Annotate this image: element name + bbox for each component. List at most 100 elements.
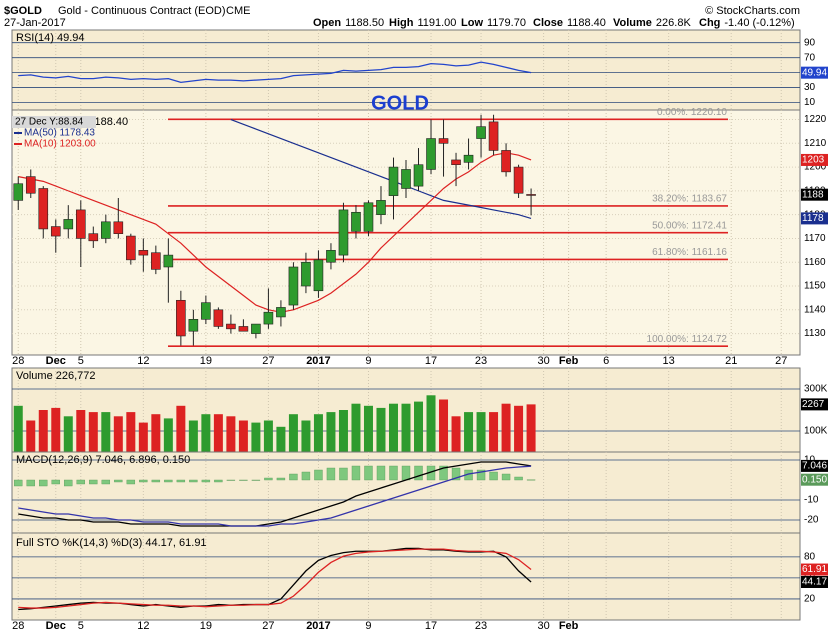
volume-bar	[451, 416, 461, 452]
y-tick-label: 1220	[804, 114, 827, 125]
histogram-bar	[414, 465, 423, 481]
volume-bar	[176, 405, 186, 452]
volume-bar	[376, 407, 386, 452]
y-tick-label: 90	[804, 37, 816, 48]
quote: Volume 226.8K	[613, 17, 691, 29]
candle-body	[138, 250, 149, 256]
histogram-bar	[526, 479, 536, 481]
fib-label: 0.00%: 1220.10	[657, 107, 727, 118]
candle-body	[301, 261, 311, 287]
volume-bar	[263, 420, 273, 452]
value-box	[801, 66, 828, 79]
volume-bar	[188, 420, 198, 452]
volume-bar	[301, 420, 311, 452]
volume-bar	[251, 422, 261, 452]
candle-body	[101, 221, 111, 239]
x-tick-label: 19	[200, 620, 212, 632]
candle-body	[38, 188, 49, 230]
volume-bar	[288, 414, 298, 452]
quote-value: -1.40 (-0.12%)	[724, 17, 794, 29]
histogram-bar	[176, 479, 186, 483]
value-box	[801, 575, 828, 588]
y-tick-label: 80	[804, 551, 816, 562]
volume-bar	[351, 403, 361, 452]
histogram-bar	[314, 469, 323, 481]
date: 27-Jan-2017	[4, 17, 66, 29]
value-box-label: 44.17	[802, 577, 827, 588]
y-tick-label: 1130	[804, 328, 826, 339]
histogram-bar	[514, 476, 523, 481]
y-tick-label: -20	[804, 515, 819, 526]
x-tick-label: 30	[537, 355, 549, 367]
value-box	[801, 153, 828, 166]
candle-body	[75, 209, 86, 239]
volume-bar	[238, 420, 248, 452]
histogram-bar	[76, 479, 85, 485]
volume-bar	[138, 422, 148, 452]
y-tick-label: 10	[804, 97, 816, 108]
value-box	[801, 398, 828, 411]
histogram-bar	[439, 465, 448, 481]
histogram-bar	[214, 479, 223, 483]
x-tick-label: 6	[603, 355, 609, 367]
histogram-bar	[14, 479, 23, 487]
value-box-label: 7.046	[802, 461, 827, 472]
candle-body	[338, 209, 349, 256]
line	[18, 461, 532, 527]
quote: High 1191.00	[389, 17, 456, 29]
x-tick-label: 19	[200, 355, 212, 367]
candle-body	[513, 166, 524, 194]
line	[230, 118, 532, 219]
histogram-bar	[189, 479, 198, 483]
ma-legend: MA(50) 1178.43	[24, 128, 95, 139]
copyright: © StockCharts.com	[705, 5, 800, 17]
volume-bar	[439, 399, 449, 452]
candle-body	[326, 250, 336, 263]
value-box-label: 1178	[802, 213, 824, 224]
histogram-bar	[476, 469, 486, 481]
y-tick-label: 1210	[804, 138, 827, 149]
value-box	[801, 212, 828, 225]
volume-bar	[426, 395, 436, 452]
x-tick-label: 5	[78, 620, 84, 632]
candle-body	[263, 311, 274, 325]
x-tick-label: 28	[12, 620, 24, 632]
value-box	[801, 473, 828, 486]
volume-bar	[326, 412, 336, 452]
y-tick-label: 70	[804, 52, 816, 63]
y-tick-label: 1140	[804, 304, 826, 315]
candle-body	[488, 121, 499, 151]
tooltip-text: 27 Dec Y:88.84	[15, 117, 84, 128]
quote-label: Volume	[613, 17, 652, 29]
volume-bar	[414, 401, 424, 452]
candle-body	[363, 202, 374, 232]
candle-body	[501, 150, 511, 173]
value-box	[801, 188, 828, 201]
volume-bar	[526, 404, 536, 452]
y-tick-label: 30	[804, 82, 816, 93]
histogram-bar	[251, 479, 261, 481]
histogram-bar	[101, 479, 111, 485]
fib-label: 100.00%: 1124.72	[647, 334, 728, 345]
histogram-bar	[376, 465, 386, 481]
histogram-bar	[126, 479, 136, 485]
volume-bar	[276, 426, 286, 452]
candle-body	[151, 252, 161, 270]
tooltip	[12, 116, 96, 128]
y-tick-label: 300K	[804, 384, 828, 395]
x-tick-label: Feb	[559, 355, 579, 367]
value-box-label: 0.150	[802, 474, 827, 485]
quote-value: 1188.40	[567, 17, 606, 29]
value-box-label: 1203	[802, 155, 825, 166]
volume-bar	[489, 412, 499, 452]
candle-body	[451, 159, 461, 166]
y-tick-label: 20	[804, 594, 816, 605]
candle-body	[313, 259, 324, 292]
value-box-label: 49.94	[802, 67, 827, 78]
histogram-bar	[26, 479, 35, 487]
quote: Low 1179.70	[461, 17, 526, 29]
x-tick-label: 12	[137, 620, 149, 632]
panel	[11, 451, 801, 534]
histogram-bar	[289, 473, 298, 481]
candle-body	[426, 138, 436, 170]
